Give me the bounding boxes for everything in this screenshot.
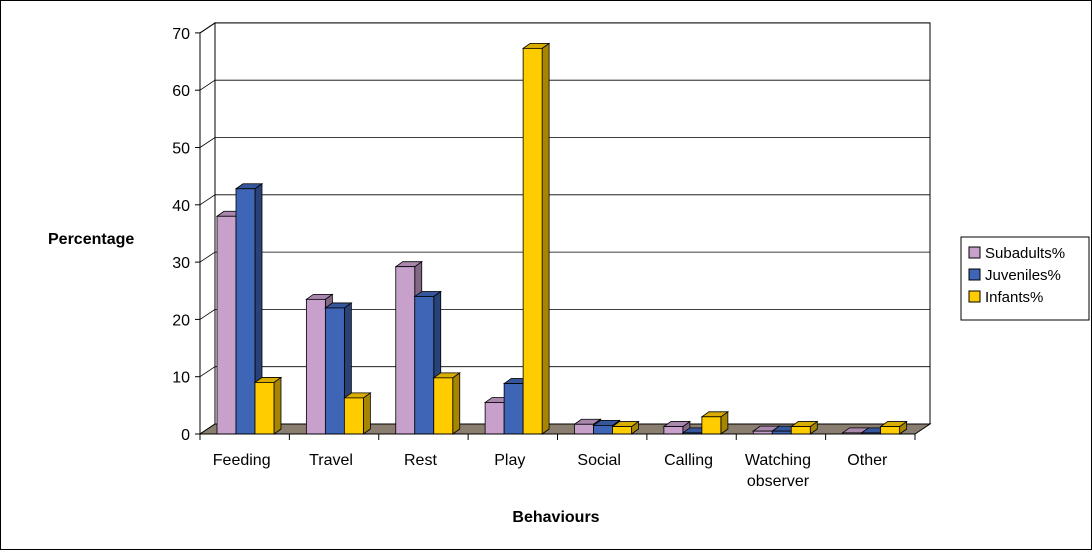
bar	[700, 411, 730, 435]
y-tick-label: 60	[172, 83, 190, 100]
bar-front	[216, 215, 237, 435]
bar	[343, 392, 372, 435]
legend-swatch	[968, 268, 981, 281]
bar-front	[880, 426, 901, 435]
gridlines	[199, 22, 930, 378]
bar	[253, 376, 283, 435]
bar-side	[541, 42, 550, 435]
bar-side	[273, 376, 282, 435]
bar-front	[305, 298, 326, 435]
bar-front	[343, 397, 364, 435]
y-tick-label: 20	[172, 312, 190, 329]
x-tick-label: Watching observer	[745, 452, 811, 490]
bar-front	[503, 383, 524, 435]
bar-front	[790, 426, 811, 435]
legend-label: Infants%	[985, 289, 1043, 306]
x-tick-label: Social	[577, 452, 621, 469]
x-tick-label: Play	[494, 452, 525, 469]
bar	[790, 420, 819, 435]
bar	[234, 182, 264, 435]
y-tick-label: 10	[172, 370, 190, 387]
bar-front	[522, 47, 543, 435]
bar-front	[484, 402, 505, 435]
bar-front	[395, 266, 416, 435]
bar-side	[362, 392, 371, 435]
x-tick-label: Feeding	[213, 452, 271, 469]
x-tick-label: Travel	[309, 452, 353, 469]
bar-side	[452, 372, 461, 435]
side-wall	[199, 21, 216, 435]
x-tick-label: Calling	[664, 452, 713, 469]
gridline	[199, 137, 930, 148]
bar-front	[414, 296, 435, 435]
y-tick-label: 30	[172, 255, 190, 272]
gridline	[199, 308, 930, 320]
bar	[662, 420, 692, 435]
legend-box	[960, 236, 1090, 321]
bar-front	[324, 307, 345, 435]
axes	[195, 32, 916, 440]
y-tick-label: 50	[172, 141, 190, 158]
y-tick-labels: 0 10 20 30 40 50 60 70	[172, 26, 190, 444]
legend-swatch	[968, 246, 981, 259]
legend-swatch	[968, 290, 981, 303]
y-tick-label: 40	[172, 198, 190, 215]
bar-front	[663, 426, 684, 435]
legend: Subadults% Juveniles% Infants%	[960, 236, 1090, 321]
gridline	[199, 366, 930, 378]
x-tick-label: Other	[847, 452, 888, 469]
gridline	[199, 79, 930, 91]
bar	[611, 420, 640, 435]
bar	[521, 42, 551, 435]
bar-front	[612, 426, 632, 435]
y-axis-title: Percentage	[48, 231, 134, 248]
bar-front	[701, 416, 722, 435]
x-tick-label: Rest	[404, 452, 437, 469]
bar	[879, 420, 908, 435]
bar-front	[593, 425, 613, 435]
y-tick-label: 70	[172, 26, 190, 43]
x-tick-labels: Feeding Travel Rest Play Social Calling Watchi…	[213, 452, 888, 490]
x-axis-title: Behaviours	[512, 509, 599, 526]
gridline	[199, 22, 930, 34]
gridline	[199, 194, 930, 206]
bar-front	[254, 382, 275, 435]
bar-front	[574, 423, 594, 435]
bar	[432, 372, 461, 435]
legend-label: Juveniles%	[985, 267, 1061, 284]
bar-front	[235, 188, 256, 435]
bar-front	[433, 377, 454, 435]
y-tick-label: 0	[181, 427, 190, 444]
legend-label: Subadults%	[985, 245, 1065, 262]
gridline	[199, 251, 930, 263]
